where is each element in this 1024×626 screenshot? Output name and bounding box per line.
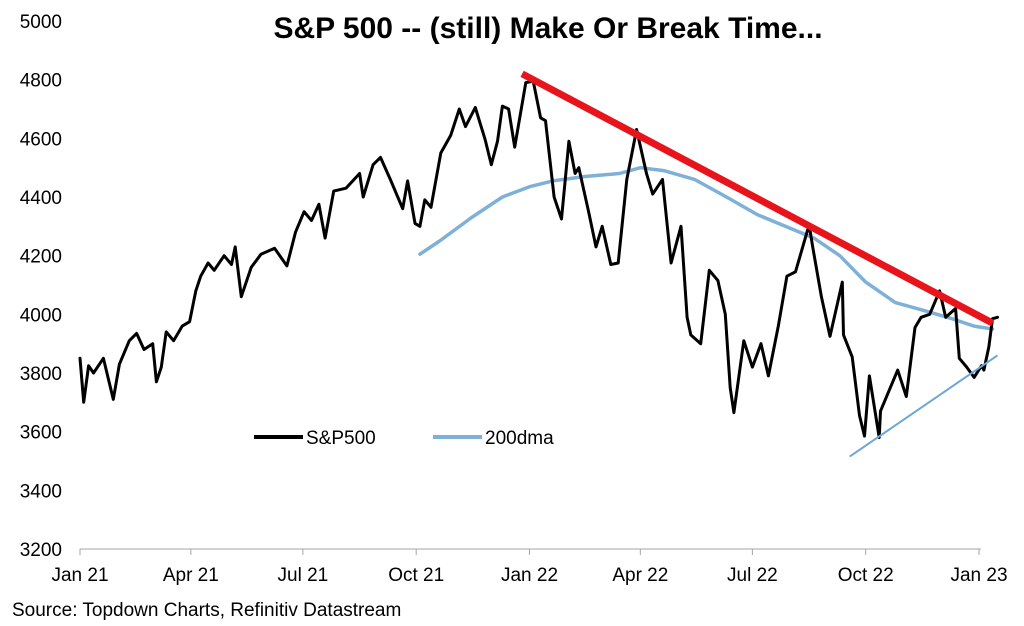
- y-tick-label: 4800: [20, 71, 62, 92]
- legend-label-sp500: S&P500: [306, 428, 376, 449]
- x-tick-label: Jul 21: [278, 565, 329, 586]
- y-tick-label: 3400: [20, 481, 62, 502]
- trendline-support: [849, 354, 999, 458]
- y-tick-label: 4200: [20, 247, 62, 268]
- legend: S&P500 200dma: [254, 428, 554, 449]
- x-tick-label: Jul 22: [727, 565, 778, 586]
- x-tick-label: Jan 23: [950, 565, 1007, 586]
- series-layer: [78, 79, 999, 439]
- y-tick-label: 4600: [20, 129, 62, 150]
- y-tick-label: 3200: [20, 540, 62, 561]
- x-tick-label: Jan 21: [51, 565, 108, 586]
- x-tick-label: Jan 22: [501, 565, 558, 586]
- x-tick-label: Apr 22: [612, 565, 668, 586]
- source-note: Source: Topdown Charts, Refinitiv Datast…: [12, 600, 401, 621]
- y-tick-label: 5000: [20, 12, 62, 33]
- chart-title: S&P 500 -- (still) Make Or Break Time...: [273, 12, 822, 45]
- series-line-dma: [418, 165, 995, 331]
- y-tick-label: 4400: [20, 188, 62, 209]
- x-tick-label: Oct 21: [388, 565, 444, 586]
- y-tick-label: 3600: [20, 423, 62, 444]
- x-tick-label: Oct 22: [838, 565, 894, 586]
- trendline-layer: [520, 70, 999, 458]
- series-line-sp500: [78, 79, 999, 439]
- x-tick-label: Apr 21: [163, 565, 219, 586]
- trendline-resistance: [520, 70, 995, 327]
- legend-label-200dma: 200dma: [485, 428, 554, 449]
- y-axis-ticks: 5000 4800 4600 4400 4200 4000 3800 3600 3400 3200: [20, 12, 62, 561]
- x-axis-ticks: Jan 21 Apr 21 Jul 21 Oct 21 Jan 22 Apr 22 Jul …: [51, 549, 1008, 586]
- y-tick-label: 3800: [20, 364, 62, 385]
- y-tick-label: 4000: [20, 305, 62, 326]
